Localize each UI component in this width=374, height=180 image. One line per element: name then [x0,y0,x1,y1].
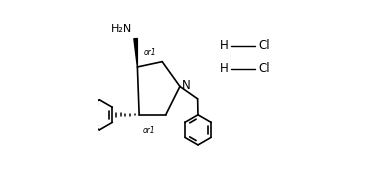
Text: H₂N: H₂N [111,24,132,34]
Text: H: H [220,39,229,52]
Text: H: H [220,62,229,75]
Text: Cl: Cl [258,62,270,75]
Text: or1: or1 [144,48,156,57]
Text: Cl: Cl [258,39,270,52]
Text: or1: or1 [143,126,155,135]
Polygon shape [134,39,137,67]
Text: N: N [182,79,191,92]
